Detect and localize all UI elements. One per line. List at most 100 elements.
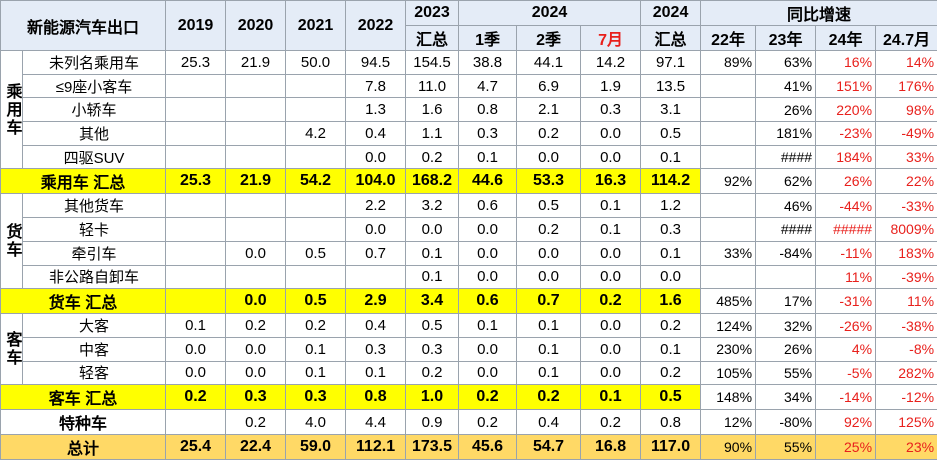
value-cell: 0.7 [517,289,581,314]
growth-cell: 89% [701,51,756,75]
growth-cell: 176% [876,74,937,98]
growth-cell: 98% [876,98,937,122]
value-cell: 0.1 [459,145,517,169]
row-label: 未列名乘用车 [23,51,166,75]
growth-cell: -80% [756,410,816,435]
group-label: 客车 [1,314,23,385]
value-cell: 25.3 [166,51,226,75]
group-label: 乘用车 [1,51,23,169]
value-cell: 0.2 [517,218,581,242]
value-cell: 0.1 [641,145,701,169]
value-cell: 0.0 [581,314,641,338]
row-label: 乘用车 汇总 [1,169,166,194]
growth-cell: 23% [876,435,937,460]
value-cell: 0.0 [581,361,641,385]
row-label: 总计 [1,435,166,460]
value-cell: 0.0 [517,265,581,289]
growth-cell: -84% [756,241,816,265]
value-cell: 0.5 [406,314,459,338]
year-header: 2020 [226,1,286,51]
value-cell: 3.2 [406,194,459,218]
value-cell: 0.6 [459,289,517,314]
value-cell: 1.9 [581,74,641,98]
value-cell: 11.0 [406,74,459,98]
value-cell: 0.1 [346,361,406,385]
value-cell [286,98,346,122]
value-cell: 1.1 [406,122,459,146]
value-cell: 54.2 [286,169,346,194]
value-cell: 0.0 [406,218,459,242]
value-cell: 0.1 [286,361,346,385]
row-label: 牵引车 [23,241,166,265]
value-cell: 0.0 [459,265,517,289]
value-cell: 2.1 [517,98,581,122]
value-cell: 0.0 [226,361,286,385]
value-cell: 0.0 [641,265,701,289]
growth-cell: -12% [876,385,937,410]
sub-header: 2季 [517,26,581,51]
value-cell: 0.2 [459,385,517,410]
value-cell: 4.7 [459,74,517,98]
value-cell [286,265,346,289]
value-cell: 0.3 [581,98,641,122]
growth-cell: 148% [701,385,756,410]
value-cell: 0.0 [346,145,406,169]
growth-cell: -11% [816,241,876,265]
growth-cell: 11% [876,289,937,314]
growth-cell: -33% [876,194,937,218]
sub-header: 汇总 [641,26,701,51]
value-cell: 25.3 [166,169,226,194]
value-cell: 4.2 [286,122,346,146]
growth-cell: -14% [816,385,876,410]
value-cell: 0.3 [226,385,286,410]
growth-cell: 33% [701,241,756,265]
value-cell: 0.0 [226,337,286,361]
value-cell: 3.1 [641,98,701,122]
value-cell: 117.0 [641,435,701,460]
growth-cell [701,265,756,289]
growth-cell: 34% [756,385,816,410]
value-cell: 97.1 [641,51,701,75]
value-cell: 0.2 [517,122,581,146]
sub-header: 22年 [701,26,756,51]
growth-cell [701,145,756,169]
value-cell: 7.8 [346,74,406,98]
row-label: 客车 汇总 [1,385,166,410]
growth-cell: 17% [756,289,816,314]
value-cell [166,145,226,169]
row-label: 大客 [23,314,166,338]
value-cell: 1.0 [406,385,459,410]
year-header: 2024 [459,1,641,26]
value-cell: 0.0 [226,289,286,314]
growth-cell: 220% [816,98,876,122]
growth-cell: 62% [756,169,816,194]
value-cell: 59.0 [286,435,346,460]
value-cell: 0.2 [166,385,226,410]
growth-cell: 485% [701,289,756,314]
row-label: 轻客 [23,361,166,385]
value-cell: 0.0 [581,122,641,146]
value-cell: 0.3 [286,385,346,410]
value-cell: 0.1 [517,337,581,361]
value-cell: 0.3 [346,337,406,361]
value-cell: 0.0 [459,241,517,265]
growth-cell [756,265,816,289]
growth-cell [701,122,756,146]
value-cell: 0.0 [581,145,641,169]
value-cell: 0.1 [641,337,701,361]
year-header: 2019 [166,1,226,51]
growth-cell: 105% [701,361,756,385]
row-label: 中客 [23,337,166,361]
value-cell: 2.2 [346,194,406,218]
value-cell: 104.0 [346,169,406,194]
value-cell: 0.0 [226,241,286,265]
sub-header: 7月 [581,26,641,51]
table-header: 新能源汽车出口 2019 2020 2021 2022 2023 2024 20… [1,1,937,51]
